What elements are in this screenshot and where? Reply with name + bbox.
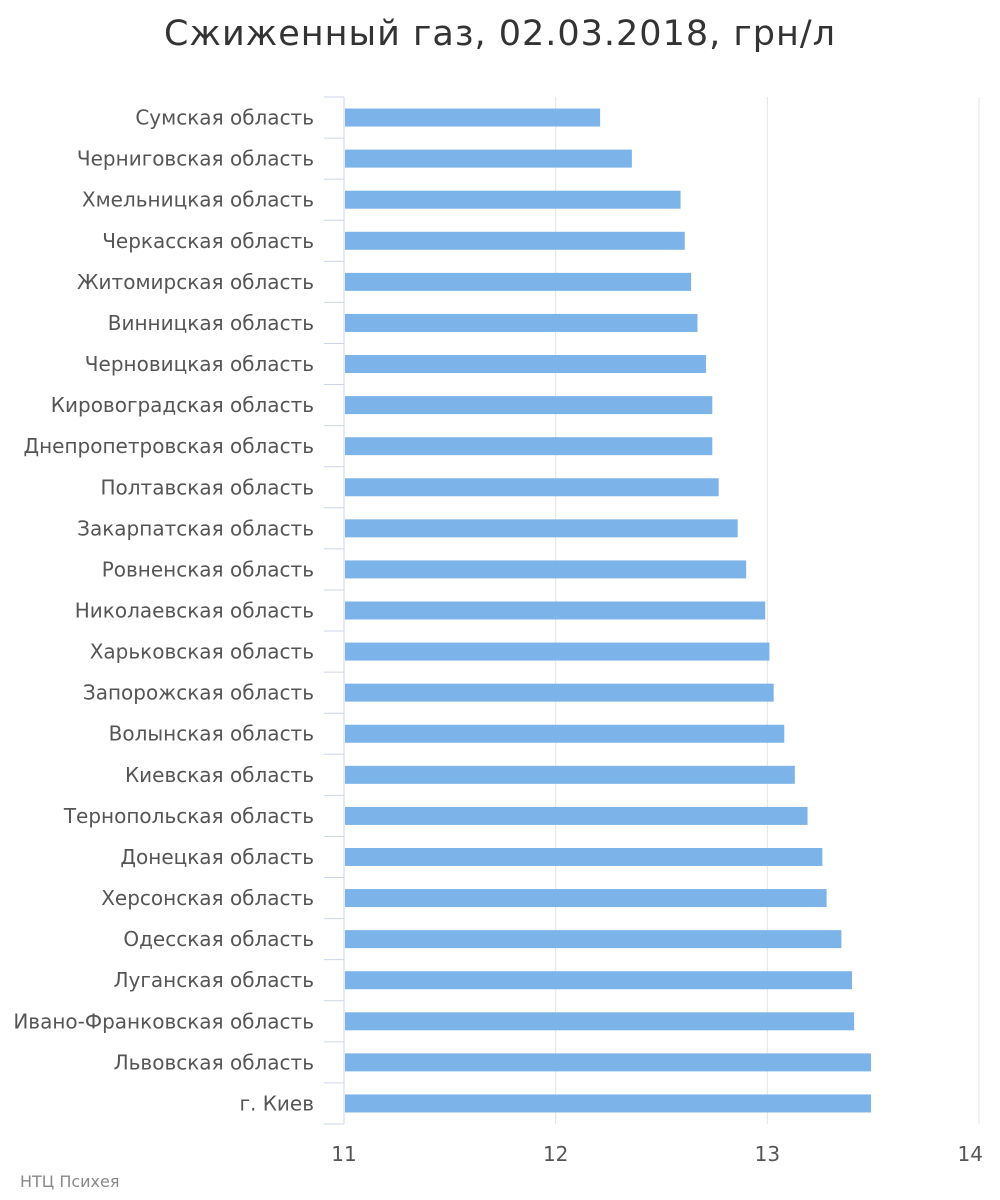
bar-16 bbox=[345, 765, 795, 784]
category-label-13: Харьковская область bbox=[90, 640, 314, 664]
category-label-11: Ровненская область bbox=[102, 557, 314, 581]
bars bbox=[345, 108, 872, 1113]
bar-7 bbox=[345, 396, 713, 415]
category-label-10: Закарпатская область bbox=[77, 516, 314, 540]
category-label-2: Хмельницкая область bbox=[82, 188, 314, 212]
bar-0 bbox=[345, 108, 601, 127]
category-label-7: Кировоградская область bbox=[51, 393, 314, 417]
bar-8 bbox=[345, 437, 713, 456]
bar-23 bbox=[345, 1053, 872, 1072]
x-tick-label-1: 12 bbox=[543, 1142, 568, 1166]
category-label-23: Львовская область bbox=[114, 1050, 314, 1074]
bar-6 bbox=[345, 355, 706, 374]
bar-5 bbox=[345, 313, 698, 332]
bar-21 bbox=[345, 971, 852, 990]
bar-9 bbox=[345, 478, 719, 497]
category-label-15: Волынская область bbox=[109, 722, 314, 746]
category-label-19: Херсонская область bbox=[101, 886, 314, 910]
bar-22 bbox=[345, 1012, 855, 1031]
bar-12 bbox=[345, 601, 766, 620]
bar-13 bbox=[345, 642, 770, 661]
bar-18 bbox=[345, 847, 823, 866]
category-label-6: Черновицкая область bbox=[85, 352, 314, 376]
x-tick-label-2: 13 bbox=[755, 1142, 780, 1166]
category-label-4: Житомирская область bbox=[77, 270, 314, 294]
bar-3 bbox=[345, 231, 685, 250]
x-tick-label-3: 14 bbox=[958, 1142, 983, 1166]
category-label-22: Ивано-Франковская область bbox=[13, 1009, 314, 1033]
category-label-3: Черкасская область bbox=[102, 229, 314, 253]
x-tick-label-0: 11 bbox=[331, 1142, 356, 1166]
category-labels: Сумская область Черниговская область Хмель… bbox=[13, 106, 314, 1116]
value-tick-labels: 11 12 13 14 bbox=[331, 1142, 983, 1166]
bar-20 bbox=[345, 930, 842, 949]
chart-title: Сжиженный газ, 02.03.2018, грн/л bbox=[163, 14, 837, 54]
category-label-0: Сумская область bbox=[135, 106, 314, 130]
category-label-8: Днепропетровская область bbox=[23, 434, 314, 458]
category-label-14: Запорожская область bbox=[83, 681, 314, 705]
category-label-21: Луганская область bbox=[114, 968, 314, 992]
category-label-16: Киевская область bbox=[125, 763, 314, 787]
bar-10 bbox=[345, 519, 738, 538]
category-label-17: Тернопольская область bbox=[63, 804, 314, 828]
category-label-20: Одесская область bbox=[123, 927, 314, 951]
bar-24 bbox=[345, 1094, 872, 1113]
bar-15 bbox=[345, 724, 785, 743]
category-label-12: Николаевская область bbox=[75, 599, 314, 623]
credit-text: НТЦ Психея bbox=[20, 1172, 120, 1191]
category-label-5: Винницкая область bbox=[108, 311, 314, 335]
category-label-1: Черниговская область bbox=[77, 147, 314, 171]
bar-19 bbox=[345, 889, 827, 908]
bar-11 bbox=[345, 560, 747, 579]
bar-14 bbox=[345, 683, 774, 702]
bar-1 bbox=[345, 149, 632, 168]
category-label-24: г. Киев bbox=[239, 1091, 314, 1115]
category-label-9: Полтавская область bbox=[100, 475, 314, 499]
bar-2 bbox=[345, 190, 681, 209]
category-label-18: Донецкая область bbox=[120, 845, 314, 869]
bar-4 bbox=[345, 272, 692, 291]
category-axis bbox=[324, 96, 345, 1125]
bar-17 bbox=[345, 806, 808, 825]
